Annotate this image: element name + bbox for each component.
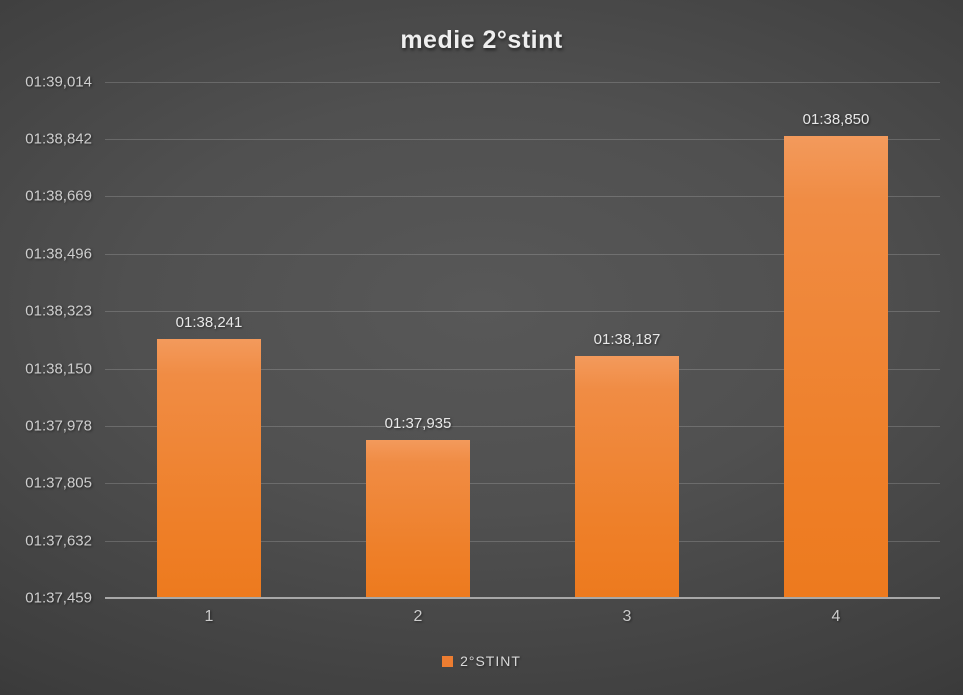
bar-value-label: 01:38,850 <box>802 111 870 128</box>
x-axis-category-label: 1 <box>204 608 214 625</box>
y-axis-tick-label: 01:38,323 <box>25 302 92 320</box>
gridline <box>105 139 940 141</box>
y-axis-tick-label: 01:38,150 <box>25 360 92 378</box>
gridline <box>105 483 940 485</box>
y-axis-tick-label: 01:38,669 <box>25 187 92 205</box>
y-axis-tick-label: 01:37,978 <box>25 417 92 435</box>
bar-value-label: 01:37,935 <box>384 415 452 432</box>
y-axis-tick-label: 01:39,014 <box>25 73 92 91</box>
bar-value-label: 01:38,241 <box>175 314 243 331</box>
y-axis-tick-label: 01:37,459 <box>25 589 92 607</box>
x-axis-category-label: 2 <box>413 608 423 625</box>
y-axis-tick-label: 01:38,496 <box>25 245 92 263</box>
bar-category-1[interactable] <box>157 339 261 598</box>
bar-category-2[interactable] <box>366 440 470 598</box>
x-axis-category-label: 3 <box>622 608 632 625</box>
bar-category-3[interactable] <box>575 356 679 598</box>
bar-category-4[interactable] <box>784 136 888 598</box>
y-axis-tick-label: 01:37,805 <box>25 474 92 492</box>
gridline <box>105 368 940 370</box>
gridline <box>105 82 940 83</box>
plot-area: 01:38,241 01:37,935 01:38,187 01:38,850 <box>105 82 940 599</box>
x-axis-line <box>105 597 940 599</box>
gridline <box>105 196 940 198</box>
chart-title: medie 2°stint <box>400 26 563 54</box>
y-axis: 01:37,459 01:37,632 01:37,805 01:37,978 01:3… <box>0 74 92 607</box>
gridline <box>105 540 940 542</box>
gridline <box>105 253 940 255</box>
x-axis-category-label: 4 <box>831 608 841 625</box>
y-axis-tick-label: 01:37,632 <box>25 532 92 550</box>
legend-label: 2°STINT <box>460 653 521 669</box>
legend-marker-icon <box>442 655 454 667</box>
bar-value-label: 01:38,187 <box>593 331 661 348</box>
y-axis-tick-label: 01:38,842 <box>25 130 92 148</box>
gridline <box>105 311 940 313</box>
x-axis: 1 2 3 4 <box>105 608 940 632</box>
gridline <box>105 425 940 427</box>
legend[interactable]: 2°STINT <box>0 653 963 669</box>
